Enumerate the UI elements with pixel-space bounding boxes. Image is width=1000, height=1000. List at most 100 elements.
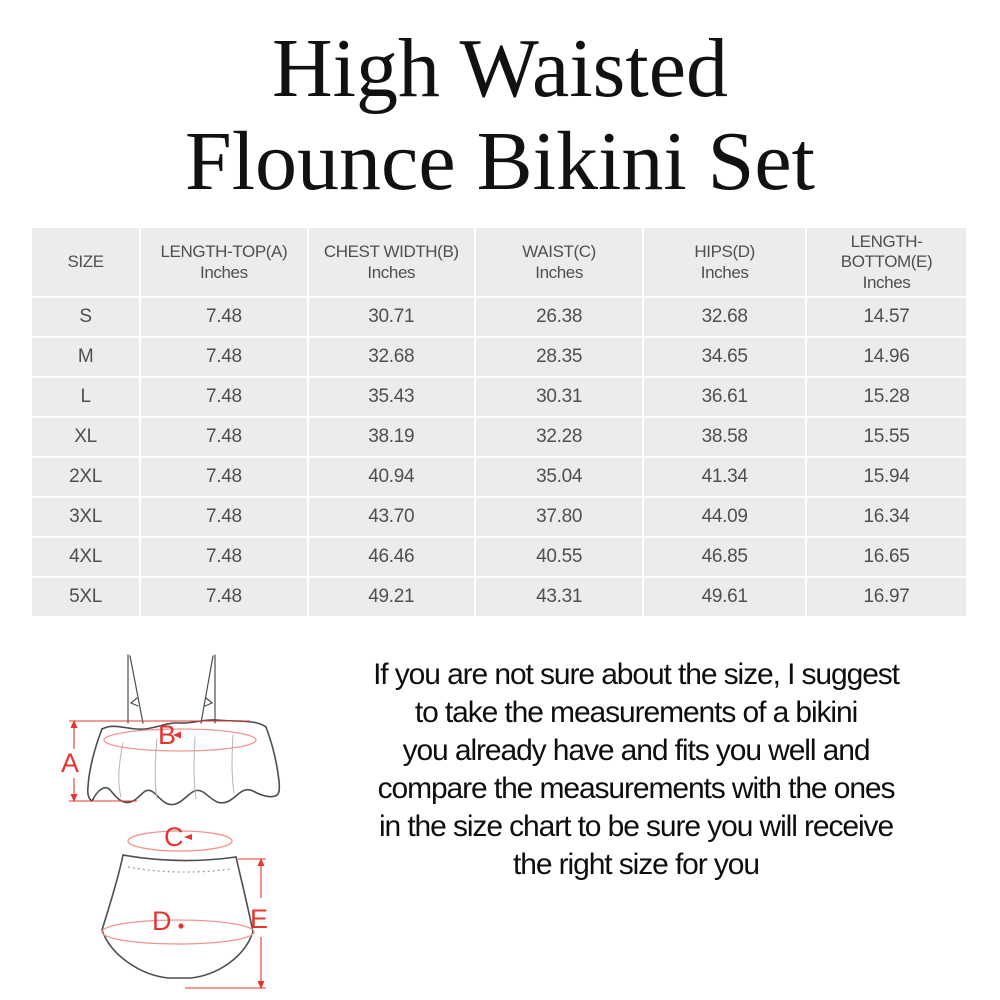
size-cell: 3XL (32, 498, 140, 536)
chest-width-cell: 40.94 (308, 458, 474, 496)
chest-width-cell: 43.70 (308, 498, 474, 536)
waistband-stitch-line (127, 866, 232, 873)
left-strap-adjuster-icon (129, 697, 139, 707)
length-bottom-cell: 16.97 (807, 578, 966, 616)
measure-c-arrow (184, 834, 192, 840)
length-bottom-cell: 16.34 (807, 498, 966, 536)
hip-measure-ellipse (101, 919, 255, 945)
col-unit: Inches (535, 262, 583, 282)
length-top-cell: 7.48 (141, 458, 307, 496)
page-title: High Waisted Flounce Bikini Set (0, 22, 1000, 208)
bikini-bottom-sketch (101, 830, 255, 979)
measure-a-arrow-up (70, 720, 78, 728)
size-note-line: in the size chart to be sure you will re… (378, 810, 894, 843)
size-cell: 5XL (32, 578, 140, 616)
flounce-ruffle-edge (91, 786, 276, 806)
chest-width-cell: 38.19 (308, 418, 474, 456)
table-row-4xl: 4XL 7.48 46.46 40.55 46.85 16.65 (32, 538, 966, 576)
table-row-s: S 7.48 30.71 26.38 32.68 14.57 (32, 298, 966, 336)
table-row-l: L 7.48 35.43 30.31 36.61 15.28 (32, 378, 966, 416)
col-header-chest-width: CHEST WIDTH(B) Inches (308, 228, 474, 296)
col-unit: Inches (700, 262, 749, 282)
size-note-line: If you are not sure about the size, I su… (373, 658, 900, 691)
hips-cell: 38.58 (644, 418, 806, 456)
col-label: LENGTH-BOTTOM(E) (840, 231, 933, 271)
length-top-cell: 7.48 (141, 418, 307, 456)
size-note-line: to take the measurements of a bikini (414, 696, 858, 729)
waist-cell: 30.31 (475, 378, 643, 416)
measure-c: C (164, 822, 192, 852)
waist-cell: 35.04 (475, 458, 643, 496)
col-header-length-top: LENGTH-TOP(A) Inches (141, 228, 307, 296)
label-a: A (61, 748, 79, 778)
label-d: D (152, 906, 172, 936)
measure-b: B (158, 720, 181, 750)
measure-e-arrow-down (257, 981, 265, 989)
size-cell: S (32, 298, 140, 336)
col-label: CHEST WIDTH(B) (323, 241, 459, 261)
table-header-row: SIZE LENGTH-TOP(A) Inches CHEST WIDTH(B)… (32, 228, 966, 296)
waist-cell: 32.28 (475, 418, 643, 456)
col-unit: Inches (862, 272, 911, 292)
length-top-cell: 7.48 (141, 338, 307, 376)
waist-measure-ellipse (127, 830, 233, 852)
top-left-side (86, 728, 103, 802)
size-cell: 4XL (32, 538, 140, 576)
table-row-5xl: 5XL 7.48 49.21 43.31 49.61 16.97 (32, 578, 966, 616)
waist-cell: 43.31 (475, 578, 643, 616)
chest-measure-ellipse (103, 728, 257, 752)
measure-e-arrow-up (257, 858, 265, 866)
left-strap (127, 654, 144, 724)
hips-cell: 41.34 (644, 458, 806, 496)
bottom-waistband-edge (122, 854, 237, 862)
top-right-side (265, 726, 281, 797)
col-label: LENGTH-TOP(A) (160, 241, 288, 261)
length-bottom-cell: 14.57 (807, 298, 966, 336)
measure-d: D (152, 906, 184, 936)
size-note-line: compare the measurements with the ones (377, 772, 896, 805)
length-bottom-cell: 16.65 (807, 538, 966, 576)
chest-width-cell: 35.43 (308, 378, 474, 416)
size-cell: L (32, 378, 140, 416)
bottom-right-side (235, 856, 254, 933)
col-label: HIPS(D) (694, 241, 755, 261)
length-top-cell: 7.48 (141, 538, 307, 576)
hips-cell: 32.68 (644, 298, 806, 336)
measure-a-ticks (69, 720, 250, 802)
length-top-cell: 7.48 (141, 498, 307, 536)
label-e: E (250, 904, 268, 934)
size-note-line: the right size for you (513, 848, 760, 881)
chest-width-cell: 46.46 (308, 538, 474, 576)
flounce-fold-lines (118, 734, 235, 800)
bottom-left-side (101, 854, 124, 931)
measure-a-arrow-down (70, 794, 78, 802)
waist-cell: 28.35 (475, 338, 643, 376)
col-label: WAIST(C) (522, 241, 596, 261)
table-row-m: M 7.48 32.68 28.35 34.65 14.96 (32, 338, 966, 376)
table-row-3xl: 3XL 7.48 43.70 37.80 44.09 16.34 (32, 498, 966, 536)
size-chart-table: SIZE LENGTH-TOP(A) Inches CHEST WIDTH(B)… (30, 226, 968, 618)
chest-width-cell: 32.68 (308, 338, 474, 376)
col-header-waist: WAIST(C) Inches (475, 228, 643, 296)
label-b: B (158, 720, 176, 750)
length-top-cell: 7.48 (141, 378, 307, 416)
right-strap-adjuster-icon (204, 697, 214, 707)
col-header-size: SIZE (32, 228, 140, 296)
waist-cell: 26.38 (475, 298, 643, 336)
page-title-line1: High Waisted (272, 22, 728, 115)
hips-cell: 36.61 (644, 378, 806, 416)
waist-cell: 40.55 (475, 538, 643, 576)
length-bottom-cell: 14.96 (807, 338, 966, 376)
waist-cell: 37.80 (475, 498, 643, 536)
table-row-2xl: 2XL 7.48 40.94 35.04 41.34 15.94 (32, 458, 966, 496)
col-unit: Inches (200, 262, 248, 282)
hips-cell: 34.65 (644, 338, 806, 376)
label-c: C (164, 822, 184, 852)
size-note-line: you already have and fits you well and (402, 734, 871, 767)
length-bottom-cell: 15.28 (807, 378, 966, 416)
bikini-top-sketch (86, 654, 281, 806)
bikini-measurement-diagram: A B C D (61, 654, 281, 989)
measure-d-dot (178, 923, 184, 929)
col-header-length-bottom: LENGTH-BOTTOM(E) Inches (807, 228, 966, 296)
